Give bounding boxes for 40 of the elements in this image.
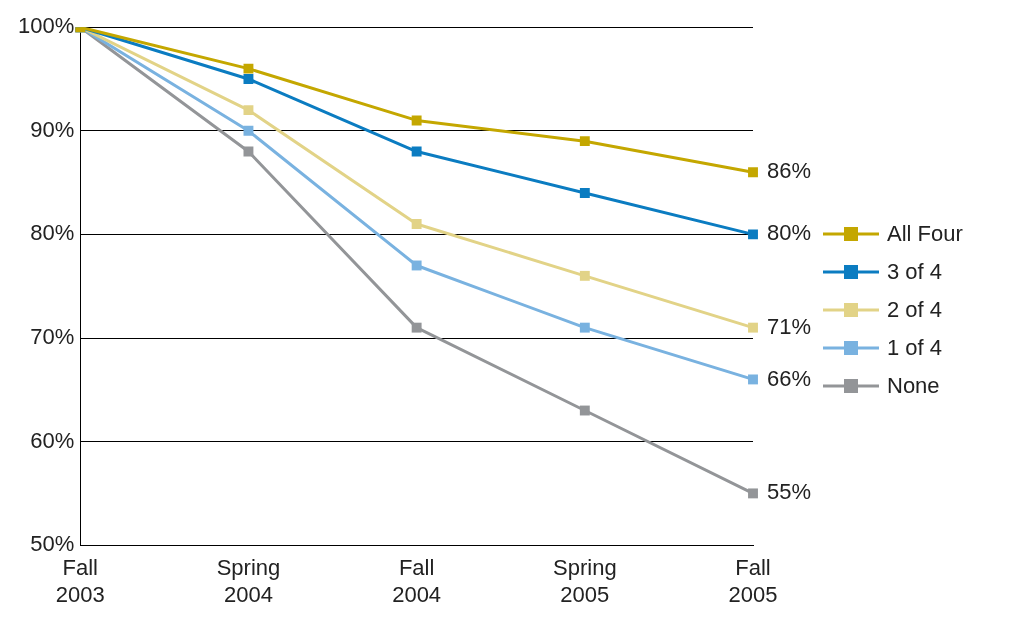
legend-label: 2 of 4 (887, 297, 943, 323)
y-tick-label: 100% (17, 13, 75, 39)
y-tick-label: 80% (30, 220, 75, 246)
legend-label: 1 of 4 (887, 335, 943, 361)
point (411, 146, 422, 157)
y-tick-label: 50% (30, 531, 75, 557)
point (748, 322, 758, 333)
x-tick-label: Spring 2005 (553, 555, 617, 607)
data-label: 66% (767, 365, 812, 391)
point (579, 405, 590, 416)
point (579, 270, 590, 281)
x-tick-label: Fall 2005 (728, 555, 778, 607)
point (411, 260, 422, 271)
y-tick-label: 90% (30, 116, 75, 142)
point (748, 167, 758, 178)
point (411, 219, 422, 229)
point (579, 136, 590, 147)
y-tick-label: 70% (30, 324, 75, 350)
data-label: 55% (767, 479, 812, 505)
point (243, 105, 254, 116)
legend-label: All Four (887, 221, 963, 247)
point (748, 229, 758, 240)
point (411, 115, 422, 126)
point (579, 188, 590, 198)
point (748, 488, 758, 499)
point (579, 322, 590, 333)
legend-label: None (887, 373, 940, 399)
data-label: 71% (767, 313, 812, 339)
data-label: 86% (767, 158, 812, 184)
point (243, 74, 254, 84)
point (748, 374, 758, 385)
x-tick-label: Fall 2004 (392, 555, 442, 607)
point (243, 63, 254, 74)
x-tick-label: Spring 2004 (216, 555, 281, 607)
y-tick-label: 60% (30, 427, 75, 453)
legend-label: 3 of 4 (887, 259, 943, 285)
point (411, 322, 422, 333)
x-tick-label: Fall 2003 (55, 555, 105, 607)
data-label: 80% (767, 220, 812, 246)
point (243, 125, 254, 136)
